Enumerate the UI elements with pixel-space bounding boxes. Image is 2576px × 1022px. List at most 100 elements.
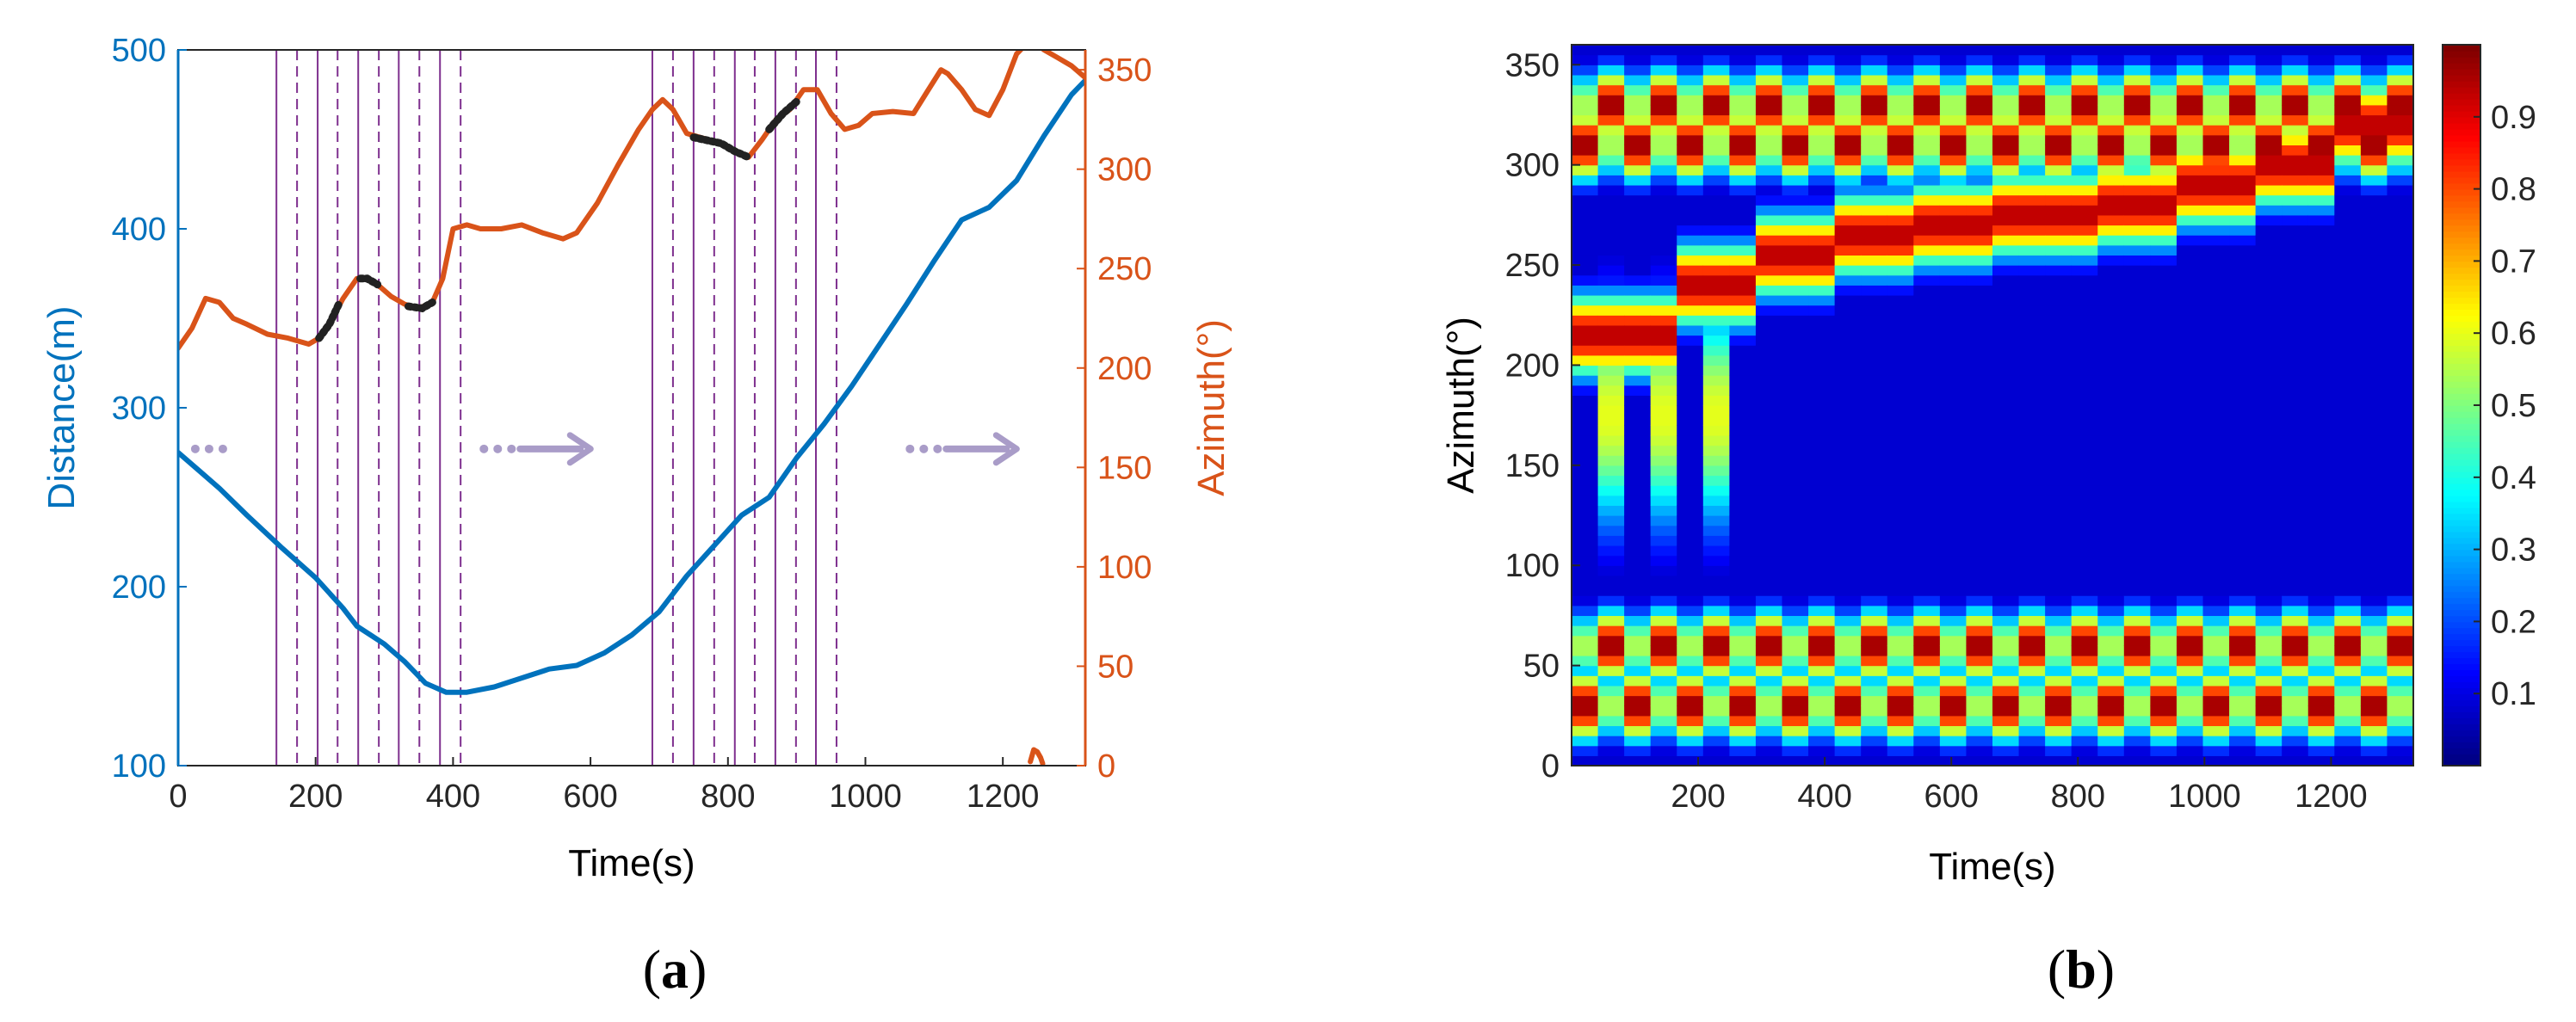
heatmap-cell (2334, 354, 2362, 366)
heatmap-cell (2018, 335, 2046, 346)
colorbar-step (2443, 212, 2480, 220)
heatmap-cell (2387, 434, 2414, 446)
heatmap-cell (1597, 104, 1625, 116)
heatmap-cell (2334, 145, 2362, 156)
heatmap-cell (2097, 665, 2125, 676)
heatmap-cell (2229, 736, 2257, 747)
heatmap-cell (2176, 335, 2204, 346)
colorbar-step (2443, 104, 2480, 112)
y-tick-label-b: 250 (1505, 248, 1560, 284)
heatmap-cell (1782, 104, 1809, 116)
heatmap-cell (1624, 285, 1652, 296)
heatmap-cell (1650, 445, 1677, 456)
heatmap-cell (1702, 164, 1730, 175)
heatmap-cell (2202, 235, 2230, 246)
heatmap-cell (1677, 84, 1704, 95)
heatmap-cell (1624, 84, 1652, 95)
heatmap-cell (2255, 725, 2283, 736)
y-tick-label-b: 100 (1505, 548, 1560, 584)
heatmap-cell (2071, 555, 2098, 566)
heatmap-cell (1834, 605, 1862, 617)
heatmap-cell (2334, 205, 2362, 216)
heatmap-cell (2071, 475, 2098, 486)
heatmap-cell (2387, 625, 2414, 637)
heatmap-cell (2097, 375, 2125, 386)
heatmap-cell (2176, 655, 2204, 667)
heatmap-cell (1887, 65, 1914, 76)
heatmap-cell (2229, 535, 2257, 546)
heatmap-cell (1966, 74, 1993, 86)
heatmap-cell (2150, 545, 2178, 557)
heatmap-cell (2282, 54, 2309, 65)
heatmap-cell (2282, 485, 2309, 496)
heatmap-cell (1887, 54, 1914, 65)
heatmap-cell (2255, 285, 2283, 296)
heatmap-cell (1729, 515, 1757, 526)
heatmap-cell (2334, 405, 2362, 416)
heatmap-cell (1782, 475, 1809, 486)
heatmap-cell (2202, 595, 2230, 606)
heatmap-cell (1887, 745, 1914, 756)
heatmap-cell (1861, 585, 1888, 596)
heatmap-cell (2202, 736, 2230, 747)
heatmap-cell (1782, 736, 1809, 747)
heatmap-cell (1597, 625, 1625, 637)
heatmap-cell (1650, 495, 1677, 506)
heatmap-cell (2229, 395, 2257, 406)
heatmap-cell (2123, 535, 2151, 546)
heatmap-cell (2071, 285, 2098, 296)
heatmap-cell (1677, 615, 1704, 626)
panel-label-b: (b) (2048, 939, 2115, 1000)
heatmap-cell (2387, 415, 2414, 426)
heatmap-cell (1808, 605, 1836, 617)
heatmap-cell (2150, 184, 2178, 196)
heatmap-cell (1782, 655, 1809, 667)
heatmap-cell (1939, 134, 1968, 145)
heatmap-cell (2045, 575, 2073, 587)
heatmap-cell (2018, 175, 2046, 186)
heatmap-cell (2045, 455, 2073, 466)
heatmap-cell (1808, 755, 1836, 766)
plot-frame-b (1571, 44, 2414, 766)
heatmap-cell (1677, 645, 1704, 656)
heatmap-cell (2360, 54, 2388, 65)
heatmap-cell (2018, 95, 2046, 106)
heatmap-cell (2282, 134, 2309, 145)
heatmap-cell (1992, 175, 2020, 186)
heatmap-cell (2150, 725, 2178, 736)
heatmap-cell (2334, 274, 2362, 286)
heatmap-cell (2360, 84, 2388, 95)
heatmap-cell (1913, 45, 1941, 56)
heatmap-cell (2282, 255, 2309, 266)
heatmap-cell (2123, 675, 2151, 686)
heatmap-cell (1808, 745, 1836, 756)
heatmap-cell (1782, 175, 1809, 186)
heatmap-cell (2255, 214, 2283, 226)
heatmap-cell (1887, 134, 1914, 145)
y-right-tick-label: 100 (1097, 550, 1152, 586)
heatmap-cell (1729, 545, 1757, 557)
heatmap-cell (1729, 84, 1757, 95)
heatmap-cell (1913, 736, 1941, 747)
heatmap-cell (2360, 65, 2388, 76)
heatmap-cell (1702, 715, 1730, 727)
heatmap-cell (2176, 125, 2204, 136)
heatmap-cell (1650, 434, 1677, 446)
heatmap-cell (1650, 104, 1677, 116)
heatmap-cell (2387, 495, 2414, 506)
heatmap-cell (2045, 255, 2073, 266)
heatmap-cell (2334, 555, 2362, 566)
heatmap-cell (1782, 545, 1809, 557)
heatmap-cell (2282, 615, 2309, 626)
heatmap-cell (1650, 515, 1677, 526)
heatmap-cell (1624, 395, 1652, 406)
heatmap-cell (2150, 324, 2178, 336)
y-left-axis-label: Distance(m) (40, 305, 83, 509)
heatmap-cell (2150, 425, 2178, 436)
heatmap-cell (1650, 755, 1677, 766)
heatmap-cell (1782, 434, 1809, 446)
heatmap-cell (1702, 745, 1730, 756)
heatmap-cell (1729, 525, 1757, 536)
heatmap-cell (2282, 575, 2309, 587)
heatmap-cell (1650, 405, 1677, 416)
